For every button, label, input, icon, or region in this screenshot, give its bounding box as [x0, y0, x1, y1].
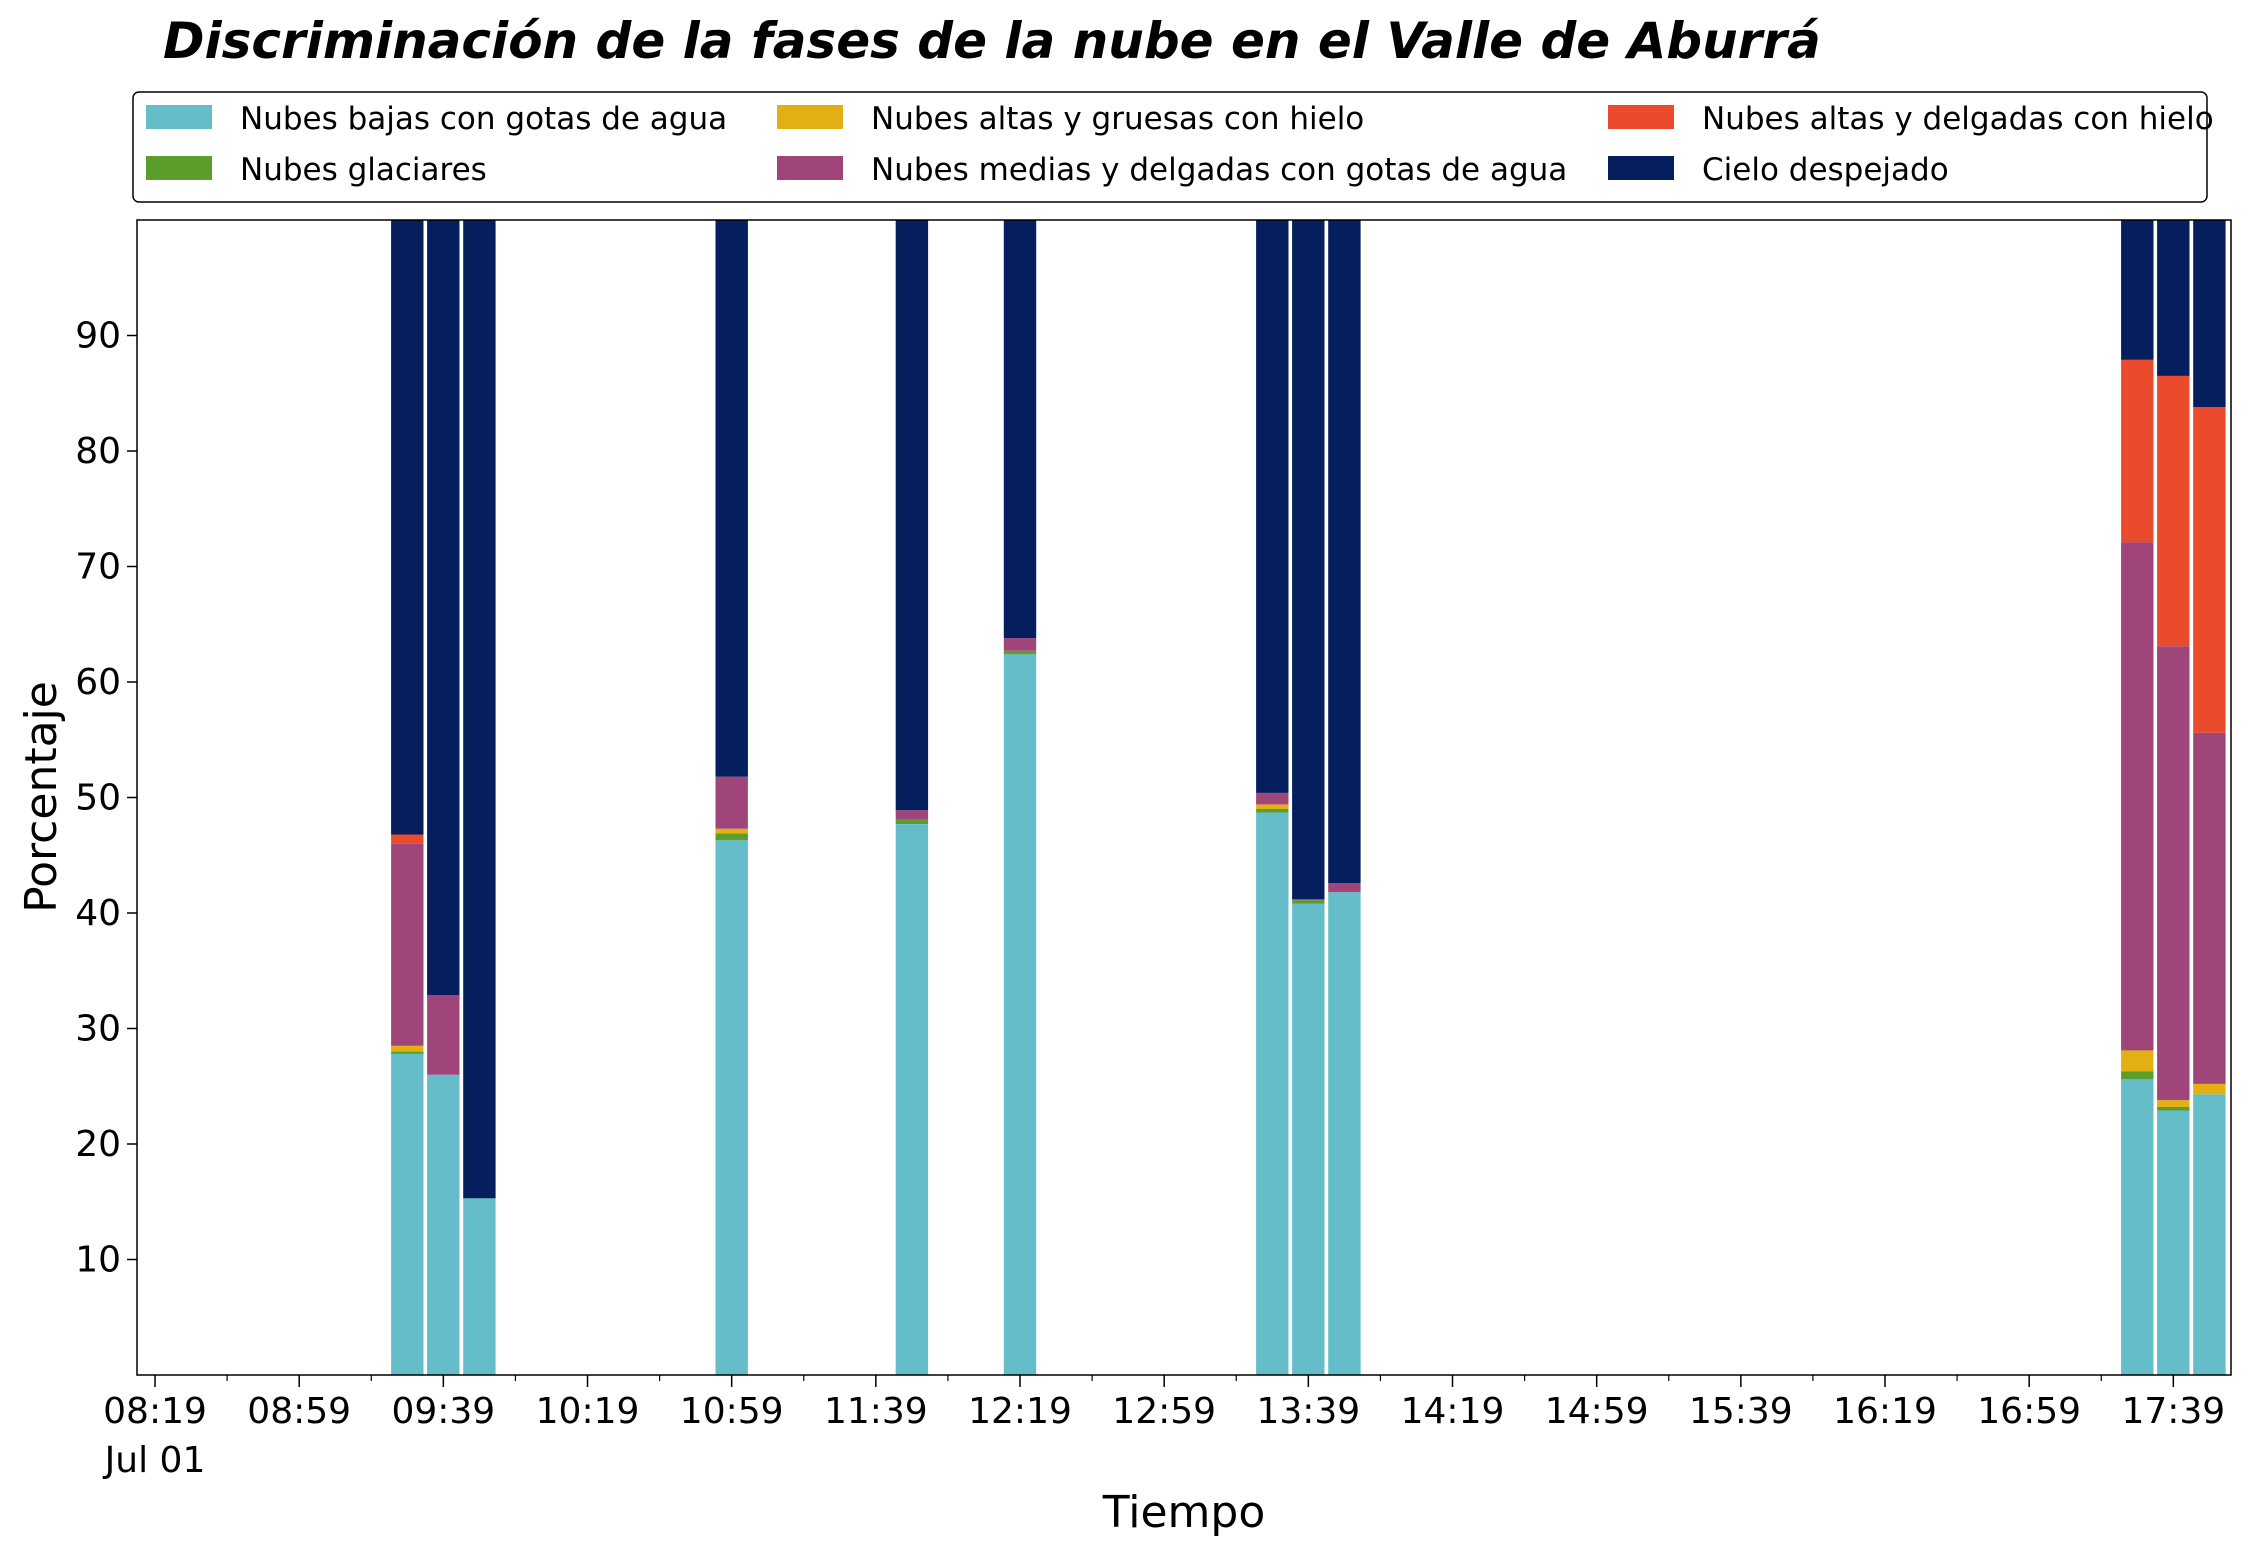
bar-segment-1739-s0: [2157, 1110, 2190, 1375]
chart-title: Discriminación de la fases de la nube en…: [163, 12, 1821, 70]
bar-segment-1349-s5: [1328, 220, 1361, 883]
bar-segment-1729-s0: [2121, 1079, 2154, 1375]
bar-segment-1149-s1: [895, 819, 929, 824]
bar-segment-1739-s3: [2157, 646, 2190, 1101]
bar-segment-0939-s0: [427, 1074, 460, 1375]
legend-swatch: [1608, 105, 1674, 129]
bar-segment-1749-s0: [2193, 1094, 2226, 1375]
legend-label: Nubes glaciares: [240, 152, 487, 188]
legend-label: Nubes bajas con gotas de agua: [240, 101, 727, 137]
bar-segment-1339-s1: [1292, 900, 1325, 904]
x-tick-label: 13:39: [1256, 1391, 1360, 1432]
x-tick-label: 12:59: [1112, 1391, 1216, 1432]
legend-swatch: [146, 156, 212, 180]
bar-segment-1739-s1: [2157, 1107, 2190, 1111]
x-tick-label: 08:59: [247, 1391, 351, 1432]
bar-segment-1339-s5: [1292, 220, 1325, 900]
x-tick-label: 17:39: [2121, 1391, 2225, 1432]
x-tick-label: 11:39: [824, 1391, 928, 1432]
bar-segment-1149-s5: [895, 220, 929, 811]
bar-segment-1729-s4: [2121, 359, 2154, 543]
legend-swatch: [1608, 156, 1674, 180]
x-tick-label: 14:19: [1401, 1391, 1505, 1432]
bar-segment-0929-s3: [391, 843, 424, 1046]
bar-segment-0929-s0: [391, 1053, 424, 1375]
bar-segment-1749-s4: [2193, 407, 2226, 733]
x-tick-label: 10:59: [680, 1391, 784, 1432]
x-tick-label: 08:19: [103, 1391, 207, 1432]
y-axis: 10 20 30 40 50 60 70 80 90: [75, 316, 137, 1281]
bar-segment-1739-s4: [2157, 375, 2190, 647]
y-tick-label: 30: [75, 1009, 121, 1050]
bar-segment-1339-s0: [1292, 903, 1325, 1375]
bar-segment-0929-s1: [391, 1051, 424, 1054]
bar-segment-1739-s2: [2157, 1100, 2190, 1107]
bar-segment-0949-s5: [463, 220, 496, 1199]
x-tick-label: 09:39: [391, 1391, 495, 1432]
bar-segment-1349-s3: [1328, 883, 1361, 893]
legend-label: Nubes altas y gruesas con hielo: [871, 101, 1364, 137]
bar-segment-1219-s5: [1003, 220, 1037, 639]
x-axis: 08:19 Jul 01 08:59 09:39 10:19 10:59 11:39 12:1…: [103, 1375, 2225, 1481]
bar-segment-1749-s3: [2193, 732, 2226, 1084]
bar-segment-1749-s5: [2193, 220, 2226, 408]
legend: Nubes bajas con gotas de agua Nubes glaci…: [132, 91, 2214, 203]
y-axis-label: Porcentaje: [16, 681, 67, 913]
bar-segment-1059-s2: [715, 828, 748, 834]
x-axis-label: Tiempo: [1102, 1487, 1266, 1538]
y-tick-label: 50: [75, 778, 121, 819]
bar-segment-1329-s5: [1256, 220, 1289, 793]
bar-segment-1329-s2: [1256, 804, 1289, 809]
legend-swatch: [777, 105, 843, 129]
bar-segment-1059-s0: [715, 840, 748, 1375]
bar-segment-1149-s3: [895, 810, 929, 820]
bar-segment-0929-s4: [391, 834, 424, 844]
y-tick-label: 80: [75, 431, 121, 472]
bars: [391, 220, 2226, 1375]
legend-frame: [132, 91, 2208, 203]
bar-segment-1219-s3: [1003, 638, 1037, 651]
bar-segment-1749-s2: [2193, 1083, 2226, 1095]
bar-segment-1059-s1: [715, 833, 748, 841]
y-tick-label: 20: [75, 1124, 121, 1165]
y-tick-label: 10: [75, 1240, 121, 1281]
bar-segment-0939-s3: [427, 995, 460, 1075]
legend-label: Nubes altas y delgadas con hielo: [1702, 101, 2214, 137]
bar-segment-1729-s3: [2121, 542, 2154, 1051]
y-tick-label: 60: [75, 662, 121, 703]
bar-segment-1329-s1: [1256, 809, 1289, 813]
bar-segment-0929-s5: [391, 220, 424, 835]
legend-swatch: [777, 156, 843, 180]
bar-segment-1349-s0: [1328, 892, 1361, 1375]
bar-segment-1729-s2: [2121, 1050, 2154, 1072]
x-tick-label: 10:19: [536, 1391, 640, 1432]
bar-segment-1739-s5: [2157, 220, 2190, 376]
bar-segment-0929-s2: [391, 1045, 424, 1052]
bar-segment-1329-s0: [1256, 812, 1289, 1375]
bar-segment-1059-s3: [715, 776, 748, 829]
bar-segment-1149-s0: [895, 824, 929, 1375]
y-tick-label: 90: [75, 316, 121, 357]
bar-segment-1339-s3: [1292, 899, 1325, 901]
x-tick-label: 12:19: [968, 1391, 1072, 1432]
x-tick-label: 15:39: [1689, 1391, 1793, 1432]
bar-segment-1729-s1: [2121, 1071, 2154, 1080]
y-tick-label: 70: [75, 547, 121, 588]
x-tick-sublabel: Jul 01: [103, 1440, 206, 1481]
bar-segment-1329-s3: [1256, 792, 1289, 805]
x-tick-label: 14:59: [1545, 1391, 1649, 1432]
x-tick-label: 16:19: [1833, 1391, 1937, 1432]
x-tick-label: 16:59: [1977, 1391, 2081, 1432]
bar-segment-1059-s5: [715, 220, 748, 777]
bar-segment-1219-s0: [1003, 654, 1037, 1375]
bar-segment-1219-s1: [1003, 650, 1037, 655]
legend-label: Nubes medias y delgadas con gotas de agu…: [871, 152, 1567, 188]
bar-segment-0949-s0: [463, 1198, 496, 1375]
bar-segment-1729-s5: [2121, 220, 2154, 360]
bar-segment-0939-s5: [427, 220, 460, 995]
legend-swatch: [146, 105, 212, 129]
legend-label: Cielo despejado: [1702, 152, 1949, 188]
y-tick-label: 40: [75, 893, 121, 934]
